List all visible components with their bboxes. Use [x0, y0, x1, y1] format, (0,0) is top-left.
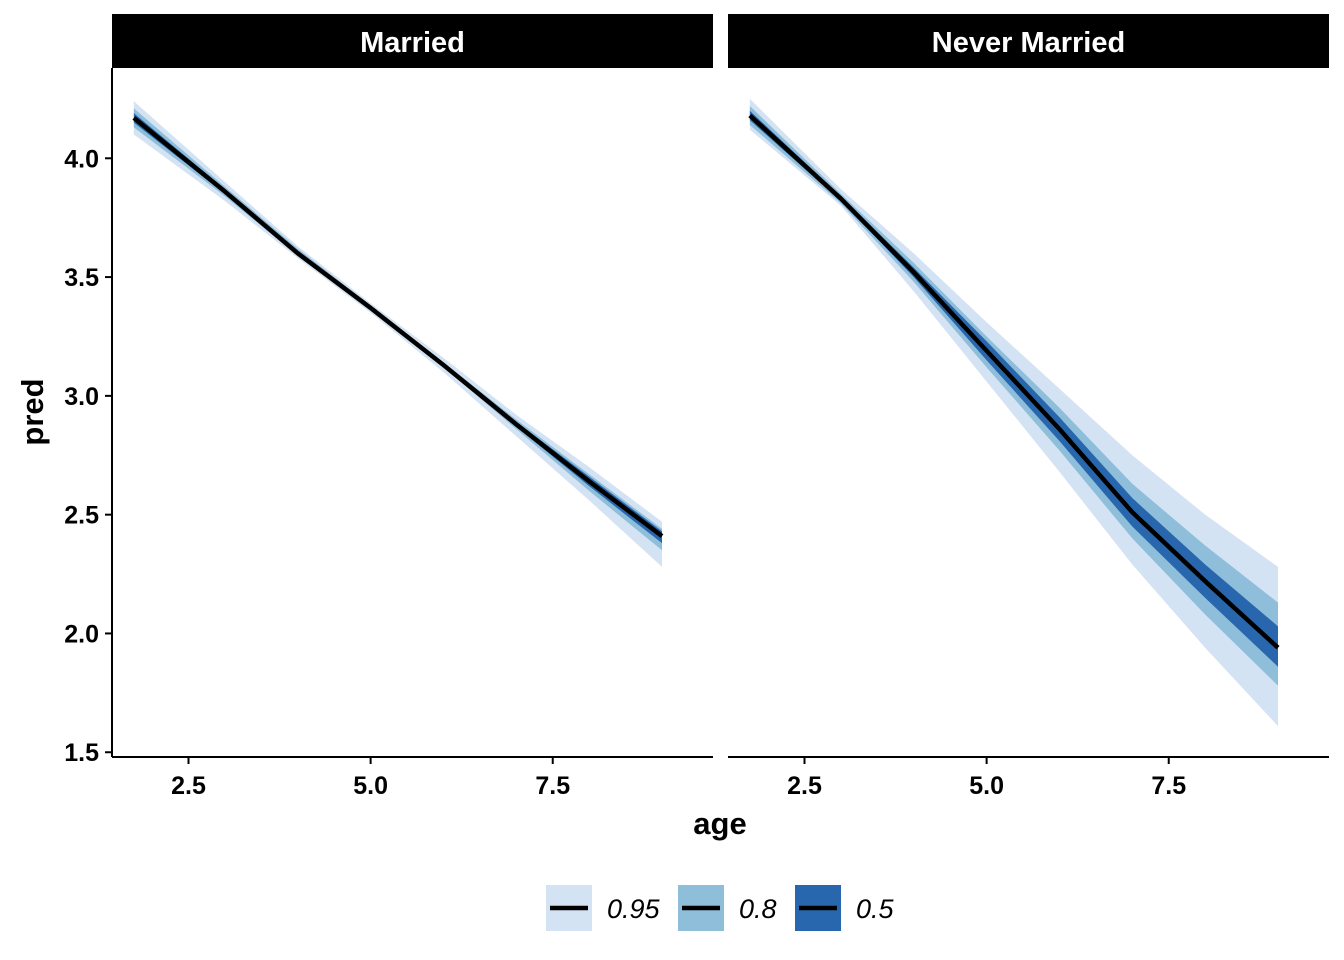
legend-label: 0.95	[607, 894, 661, 924]
facet-strip	[728, 14, 1329, 68]
y-tick-label: 4.0	[64, 145, 99, 173]
facet-strip-label: Never Married	[932, 27, 1125, 59]
y-tick-label: 1.5	[64, 739, 99, 767]
interval-band-0-95	[749, 98, 1279, 727]
y-tick-label: 2.0	[64, 620, 99, 648]
legend-item-0-95: 0.95	[546, 885, 661, 931]
interval-band-0-8	[749, 106, 1279, 686]
x-tick-label: 7.5	[535, 772, 570, 800]
x-axis-title: age	[693, 806, 746, 841]
x-tick-label: 2.5	[171, 772, 206, 800]
x-tick-label: 5.0	[353, 772, 388, 800]
legend-item-0-5: 0.5	[795, 885, 895, 931]
legend: 0.95 0.8 0.5	[546, 885, 895, 931]
legend-item-0-8: 0.8	[678, 885, 777, 931]
panel-never-married: Never Married 2.5 5.0 7.5	[728, 14, 1329, 800]
y-tick-label: 3.0	[64, 383, 99, 411]
x-tick-label: 2.5	[787, 772, 822, 800]
interval-band-0-95	[133, 101, 663, 567]
panels-layer: Married 2.5 5.0 7.5 1.5 2.0 2.5 3.0 3.5 4.0 Never …	[64, 14, 1329, 800]
x-tick-label: 7.5	[1151, 772, 1186, 800]
prediction-line	[132, 116, 664, 538]
x-tick-label: 5.0	[969, 772, 1004, 800]
prediction-line	[748, 113, 1280, 650]
legend-label: 0.5	[856, 894, 895, 924]
y-axis-title: pred	[15, 378, 50, 445]
panel-married: Married 2.5 5.0 7.5 1.5 2.0 2.5 3.0 3.5 4.0	[64, 14, 713, 800]
y-tick-label: 2.5	[64, 502, 99, 530]
y-tick-label: 3.5	[64, 264, 99, 292]
facet-strip	[112, 14, 713, 68]
facet-strip-label: Married	[360, 27, 465, 59]
legend-label: 0.8	[739, 894, 777, 924]
